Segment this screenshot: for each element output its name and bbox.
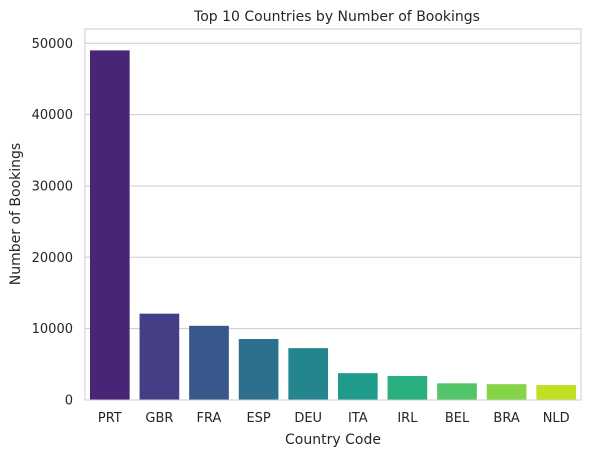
x-tick-label: ESP <box>246 411 270 426</box>
x-tick-labels: PRT GBR FRA ESP DEU ITA IRL BEL BRA NLD <box>98 411 570 426</box>
x-tick-label: IRL <box>397 411 418 426</box>
y-tick-label: 40000 <box>32 108 73 123</box>
bar-irl <box>387 375 428 400</box>
x-tick-label: NLD <box>543 411 570 426</box>
bar-gbr <box>139 313 180 400</box>
x-tick-label: BRA <box>493 411 519 426</box>
bar-deu <box>288 348 329 400</box>
bar-bel <box>437 383 477 400</box>
chart-title: Top 10 Countries by Number of Bookings <box>193 9 480 25</box>
x-tick-label: DEU <box>294 411 322 426</box>
y-tick-label: 10000 <box>32 322 73 337</box>
grid-lines <box>85 42 581 330</box>
y-tick-label: 20000 <box>32 251 73 266</box>
y-tick-labels: 0 10000 20000 30000 40000 50000 <box>32 37 73 409</box>
bar-ita <box>337 373 378 400</box>
x-tick-label: PRT <box>98 411 122 426</box>
x-tick-label: GBR <box>145 411 173 426</box>
y-tick-label: 30000 <box>32 179 73 194</box>
bar-esp <box>238 338 279 400</box>
bar-prt <box>89 50 130 401</box>
bars <box>89 50 577 401</box>
x-tick-label: BEL <box>445 411 470 426</box>
bar-fra <box>189 325 229 400</box>
x-axis-label: Country Code <box>285 432 381 448</box>
y-tick-label: 50000 <box>32 37 73 52</box>
x-tick-label: FRA <box>197 411 222 426</box>
bar-nld <box>536 385 577 400</box>
bar-bra <box>486 384 527 400</box>
y-axis-label: Number of Bookings <box>8 143 24 285</box>
y-tick-label: 0 <box>65 394 73 409</box>
plot-frame <box>84 28 582 401</box>
x-tick-label: ITA <box>348 411 368 426</box>
